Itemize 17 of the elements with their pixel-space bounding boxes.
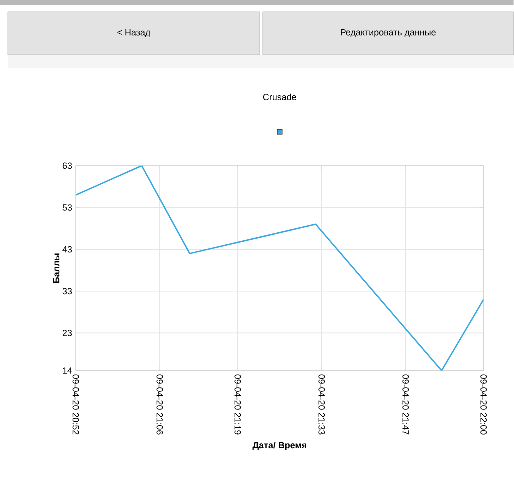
x-tick-label: 09-04-20 21:19 bbox=[234, 374, 242, 435]
text: Редактировать данные bbox=[341, 30, 436, 38]
y-tick-label: 14 bbox=[63, 368, 72, 374]
y-tick-label: 23 bbox=[62, 330, 72, 336]
x-tick-label: 09-04-20 21:06 bbox=[156, 374, 164, 435]
x-tick-label: 09-04-20 21:33 bbox=[318, 374, 326, 435]
y-tick-label: 63 bbox=[62, 162, 72, 170]
x-tick-label: 09-04-20 21:47 bbox=[402, 374, 410, 435]
y-tick-label: 43 bbox=[62, 246, 72, 253]
x-tick-label: 09-04-20 20:52 bbox=[72, 374, 80, 435]
y-tick-label: 33 bbox=[62, 288, 72, 295]
y-axis-title: Баллы bbox=[53, 254, 60, 284]
y-tick-label: 53 bbox=[62, 204, 72, 212]
text: < Назад bbox=[118, 30, 150, 38]
chart-title: Crusade bbox=[263, 94, 296, 101]
x-tick-label: 09-04-20 22:00 bbox=[480, 374, 487, 435]
x-axis-title: Дата/ Время bbox=[252, 442, 306, 450]
